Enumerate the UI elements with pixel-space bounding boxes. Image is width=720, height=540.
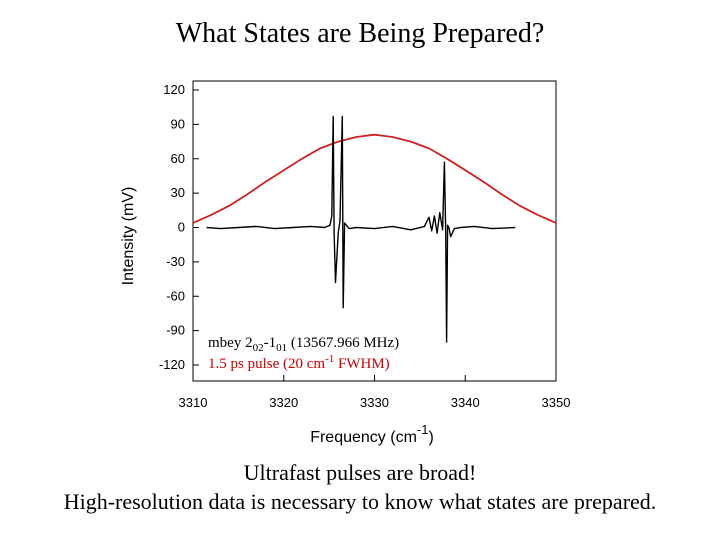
- x-axis-label: Frequency (cm-1): [310, 422, 434, 446]
- annotation-part: 02: [253, 342, 264, 354]
- annotation-part: FWHM): [334, 356, 389, 372]
- x-axis-label-main: Frequency (cm: [310, 429, 417, 446]
- y-tick-label: -30: [166, 254, 185, 269]
- x-tick-label: 3340: [451, 395, 480, 410]
- x-tick-label: 3320: [269, 395, 298, 410]
- annotation-2: 1.5 ps pulse (20 cm-1 FWHM): [208, 353, 390, 372]
- y-tick-label: -120: [159, 357, 185, 372]
- y-tick-label: -60: [166, 288, 185, 303]
- series-line-pulse: [192, 133, 557, 224]
- x-tick-label: 3350: [542, 395, 571, 410]
- x-axis-label-close: ): [428, 429, 433, 446]
- y-tick-label: 120: [163, 82, 185, 97]
- y-tick-label: 90: [171, 116, 185, 131]
- y-axis: 120 90 60 30 0 -30 -60 -90 -120: [159, 82, 199, 372]
- y-tick-label: 60: [171, 151, 185, 166]
- y-axis-label: Intensity (mV): [120, 187, 137, 286]
- x-tick-label: 3330: [360, 395, 389, 410]
- annotation-part: 1.5 ps pulse (20 cm: [208, 356, 325, 372]
- x-axis-label-sup: -1: [417, 422, 429, 437]
- caption-line-2: High-resolution data is necessary to kno…: [63, 489, 657, 514]
- annotation-1: mbey 202-101 (13567.966 MHz): [208, 335, 399, 354]
- caption-line-1: Ultrafast pulses are broad!: [243, 460, 477, 485]
- series-line-spectrum: [206, 115, 516, 343]
- x-tick-label: 3310: [179, 395, 208, 410]
- annotation-part: -1: [325, 353, 334, 365]
- annotation-part: mbey 2: [208, 335, 253, 351]
- annotation-part: -1: [264, 335, 277, 351]
- y-tick-label: -90: [166, 323, 185, 338]
- x-axis: 3310 3320 3330 3340 3350: [179, 375, 571, 410]
- y-tick-label: 0: [178, 220, 185, 235]
- series-layer: [192, 115, 557, 343]
- annotation-part: (13567.966 MHz): [287, 335, 399, 351]
- y-tick-label: 30: [171, 185, 185, 200]
- slide-title: What States are Being Prepared?: [175, 18, 545, 49]
- annotation-part: 01: [276, 342, 287, 354]
- annotations: mbey 202-101 (13567.966 MHz)1.5 ps pulse…: [208, 335, 399, 372]
